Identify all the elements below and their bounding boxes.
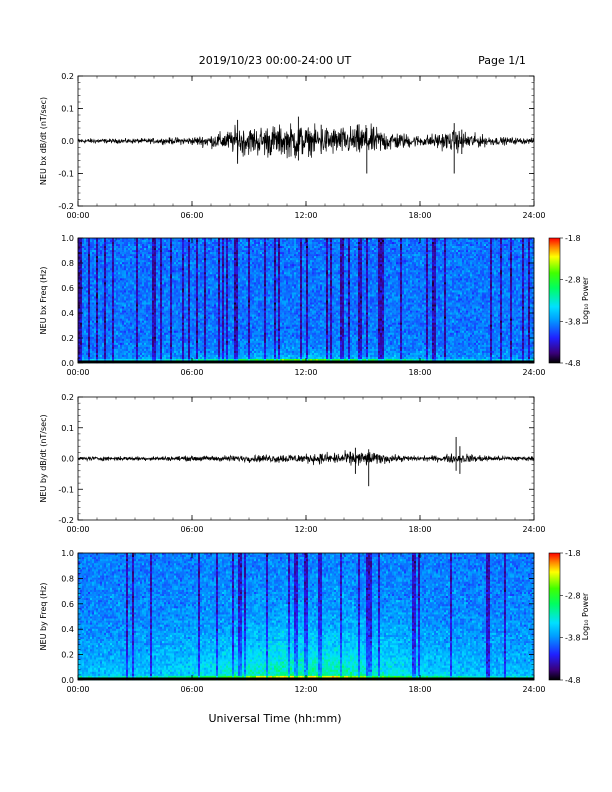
page-label: Page 1/1: [478, 54, 526, 67]
x-tick-label: 18:00: [408, 211, 431, 220]
y-tick-label: 0.1: [61, 424, 74, 433]
figure: 2019/10/23 00:00-24:00 UT Page 1/1 Unive…: [0, 0, 612, 792]
x-tick-label: 06:00: [180, 368, 203, 377]
y-tick-label: 1.0: [61, 234, 74, 243]
y-tick-label: -0.1: [58, 170, 74, 179]
x-tick-label: 12:00: [294, 525, 317, 534]
colorbar-label: Log₁₀ Power: [581, 276, 590, 324]
y-tick-label: -0.2: [58, 202, 74, 211]
y-tick-label: 0.1: [61, 105, 74, 114]
x-tick-label: 24:00: [522, 368, 545, 377]
x-tick-label: 12:00: [294, 368, 317, 377]
y-axis-title: NEU bx dB/dt (nT/sec): [39, 97, 48, 185]
x-tick-label: 00:00: [66, 211, 89, 220]
y-tick-label: 0.2: [61, 651, 74, 660]
x-tick-label: 12:00: [294, 685, 317, 694]
x-tick-label: 06:00: [180, 211, 203, 220]
y-tick-label: 0.2: [61, 72, 74, 81]
y-tick-label: 0.2: [61, 334, 74, 343]
y-tick-label: 0.6: [61, 284, 74, 293]
panel-3: 0.2 0.1 0.0 -0.1 -0.200:00 06:00 12:00 18:00 24:…: [39, 393, 546, 534]
colorbar-tick-label: -2.8: [565, 591, 581, 600]
x-tick-label: 24:00: [522, 685, 545, 694]
x-tick-label: 12:00: [294, 211, 317, 220]
x-tick-label: 18:00: [408, 685, 431, 694]
colorbar-label: Log₁₀ Power: [581, 592, 590, 640]
y-axis-title: NEU bx Freq (Hz): [39, 267, 48, 335]
y-tick-label: 0.4: [61, 625, 74, 634]
spectrogram-cells: [78, 238, 534, 363]
x-tick-label: 18:00: [408, 368, 431, 377]
colorbar: [549, 553, 560, 680]
y-tick-label: 0.0: [61, 137, 74, 146]
y-tick-label: -0.1: [58, 485, 74, 494]
figure-title: 2019/10/23 00:00-24:00 UT: [199, 54, 352, 67]
y-tick-label: 0.4: [61, 309, 74, 318]
x-tick-label: 00:00: [66, 525, 89, 534]
y-axis-title: NEU by dB/dt (nT/sec): [39, 414, 48, 502]
colorbar-tick-label: -4.8: [565, 676, 581, 685]
y-tick-label: 0.6: [61, 600, 74, 609]
colorbar: [549, 238, 560, 363]
colorbar-tick-label: -3.8: [565, 317, 581, 326]
y-tick-label: 0.0: [61, 359, 74, 368]
colorbar-tick-label: -3.8: [565, 634, 581, 643]
x-tick-label: 06:00: [180, 525, 203, 534]
x-tick-label: 24:00: [522, 211, 545, 220]
x-tick-label: 24:00: [522, 525, 545, 534]
x-tick-label: 00:00: [66, 685, 89, 694]
colorbar-tick-label: -1.8: [565, 234, 581, 243]
x-tick-label: 06:00: [180, 685, 203, 694]
y-tick-label: -0.2: [58, 516, 74, 525]
x-tick-label: 00:00: [66, 368, 89, 377]
panel-1: 0.2 0.1 0.0 -0.1 -0.200:00 06:00 12:00 18:00 24:…: [39, 72, 546, 220]
y-tick-label: 0.0: [61, 455, 74, 464]
y-tick-label: 0.2: [61, 393, 74, 402]
panel-2: -1.8 -2.8 -3.8 -4.8 Log₁₀ Power 1.0 0.8 0.6 0.4 0…: [39, 234, 590, 377]
series-trace: [78, 123, 534, 160]
colorbar-tick-label: -4.8: [565, 359, 581, 368]
y-tick-label: 0.0: [61, 676, 74, 685]
colorbar-tick-label: -1.8: [565, 549, 581, 558]
y-tick-label: 0.8: [61, 574, 74, 583]
panel-4: -1.8 -2.8 -3.8 -4.8 Log₁₀ Power 1.0 0.8 0.6 0.4 0…: [39, 549, 590, 694]
y-axis-title: NEU by Freq (Hz): [39, 583, 48, 651]
y-tick-label: 1.0: [61, 549, 74, 558]
colorbar-tick-label: -2.8: [565, 276, 581, 285]
series-trace: [78, 450, 534, 466]
spectrogram-cells: [78, 553, 534, 680]
x-axis-title: Universal Time (hh:mm): [209, 712, 342, 725]
x-tick-label: 18:00: [408, 525, 431, 534]
y-tick-label: 0.8: [61, 259, 74, 268]
